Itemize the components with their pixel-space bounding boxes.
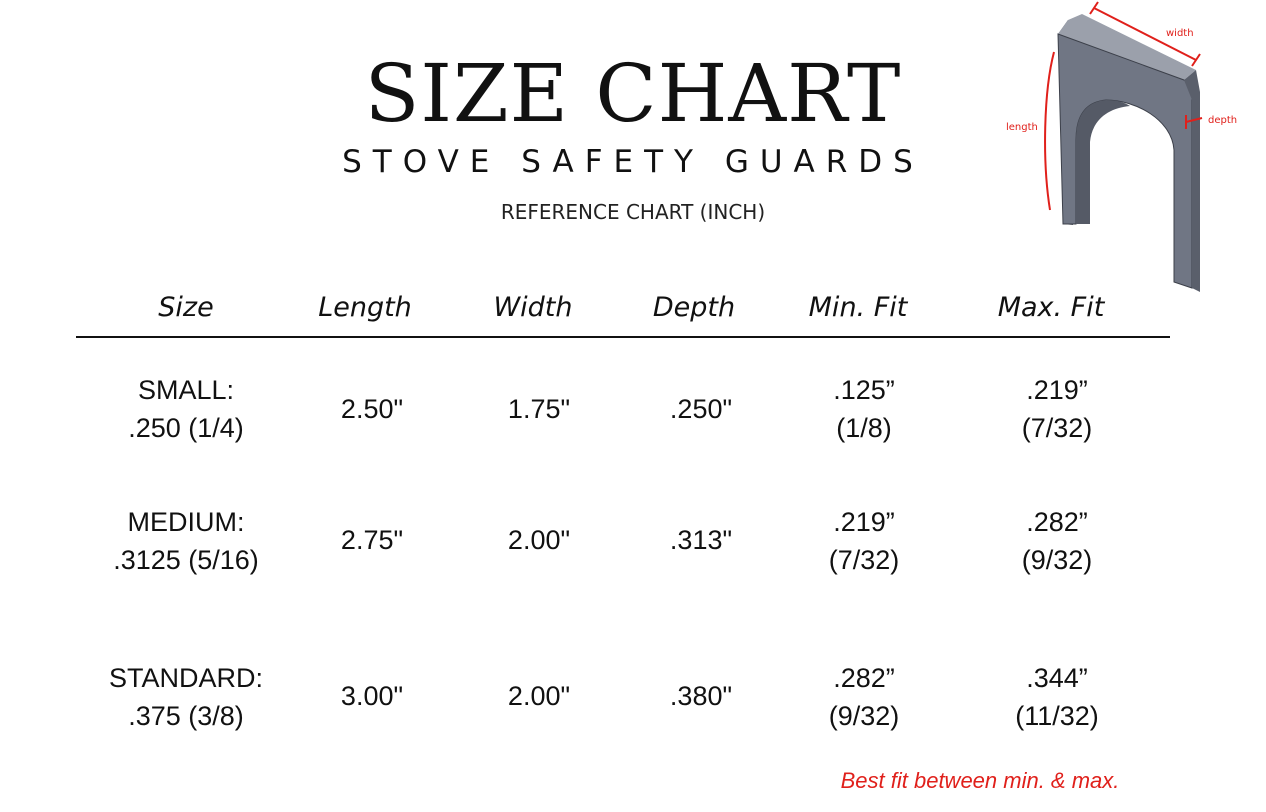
max-fit-decimal: .282” bbox=[1026, 507, 1088, 537]
page-title: SIZE CHART bbox=[364, 47, 902, 140]
max-fit-fraction: (7/32) bbox=[1021, 413, 1093, 443]
max-fit-decimal: .344” bbox=[1026, 663, 1088, 693]
size-name: STANDARD: bbox=[108, 663, 263, 693]
column-header-depth: Depth bbox=[652, 292, 736, 323]
min-fit-decimal: .219” bbox=[833, 507, 895, 537]
size-name: MEDIUM: bbox=[127, 507, 245, 537]
depth-label: depth bbox=[1208, 115, 1237, 126]
length-cell: 3.00" bbox=[340, 681, 404, 711]
min-fit-fraction: (1/8) bbox=[836, 413, 892, 443]
min-fit-cell: .219” (7/32) bbox=[759, 503, 969, 579]
column-header-min-fit: Min. Fit bbox=[808, 292, 908, 323]
size-value: .375 (3/8) bbox=[128, 701, 244, 731]
min-fit-decimal: .282” bbox=[833, 663, 895, 693]
length-label: length bbox=[1006, 122, 1038, 133]
depth-cell: .380" bbox=[669, 681, 733, 711]
width-label: width bbox=[1166, 28, 1194, 39]
size-value: .250 (1/4) bbox=[128, 413, 244, 443]
min-fit-decimal: .125” bbox=[833, 375, 895, 405]
column-header-max-fit: Max. Fit bbox=[997, 292, 1105, 323]
column-header-size: Size bbox=[158, 292, 214, 323]
width-cell: 2.00" bbox=[507, 525, 571, 555]
page-subtitle: STOVE SAFETY GUARDS bbox=[342, 144, 924, 180]
width-dimension-tick bbox=[1089, 1, 1099, 15]
guard-dimension-diagram: width length depth bbox=[1006, 1, 1237, 292]
size-name: SMALL: bbox=[137, 375, 235, 405]
length-cell: 2.75" bbox=[340, 525, 404, 555]
guard-right-side-face bbox=[1184, 70, 1200, 292]
depth-cell: .313" bbox=[669, 525, 733, 555]
length-cell: 2.50" bbox=[340, 394, 404, 424]
max-fit-cell: .219” (7/32) bbox=[952, 371, 1162, 447]
depth-dimension-line bbox=[1185, 117, 1203, 123]
size-value: .3125 (5/16) bbox=[113, 545, 259, 575]
depth-cell: .250" bbox=[669, 394, 733, 424]
width-cell: 2.00" bbox=[507, 681, 571, 711]
max-fit-cell: .344” (11/32) bbox=[952, 659, 1162, 735]
max-fit-fraction: (11/32) bbox=[1015, 701, 1099, 731]
width-dimension-line bbox=[1093, 7, 1197, 61]
max-fit-decimal: .219” bbox=[1026, 375, 1088, 405]
max-fit-fraction: (9/32) bbox=[1021, 545, 1093, 575]
reference-caption: REFERENCE CHART (INCH) bbox=[500, 200, 766, 224]
header-divider bbox=[76, 336, 1170, 338]
min-fit-fraction: (7/32) bbox=[828, 545, 900, 575]
column-header-width: Width bbox=[493, 292, 573, 323]
size-cell: SMALL: .250 (1/4) bbox=[81, 371, 291, 447]
fit-footnote: Best fit between min. & max. bbox=[840, 768, 1120, 793]
size-cell: STANDARD: .375 (3/8) bbox=[81, 659, 291, 735]
column-header-length: Length bbox=[318, 292, 412, 323]
size-cell: MEDIUM: .3125 (5/16) bbox=[81, 503, 291, 579]
max-fit-cell: .282” (9/32) bbox=[952, 503, 1162, 579]
guard-top-face bbox=[1058, 14, 1196, 80]
length-dimension-line bbox=[1044, 51, 1055, 211]
guard-arch-inner bbox=[1076, 100, 1130, 224]
min-fit-cell: .282” (9/32) bbox=[759, 659, 969, 735]
width-dimension-tick bbox=[1191, 53, 1201, 67]
min-fit-fraction: (9/32) bbox=[828, 701, 900, 731]
min-fit-cell: .125” (1/8) bbox=[759, 371, 969, 447]
width-cell: 1.75" bbox=[507, 394, 571, 424]
